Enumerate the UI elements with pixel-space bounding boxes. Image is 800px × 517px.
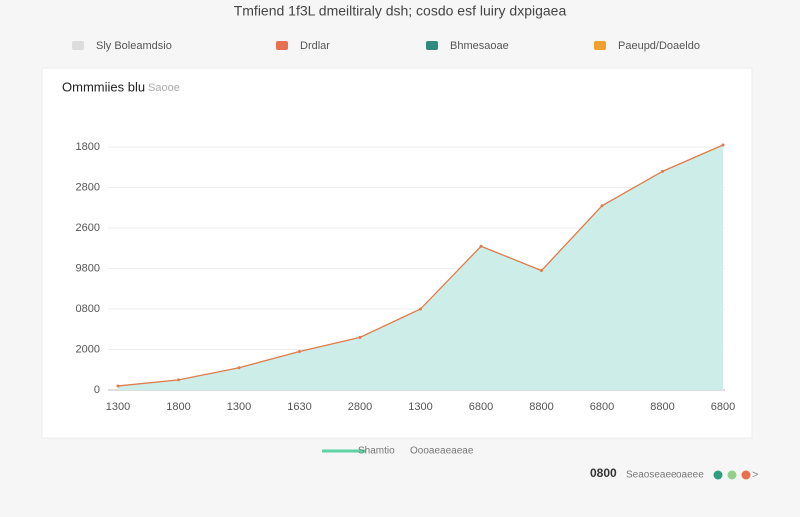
page-title: Tmfiend 1f3L dmeiltiraly dsh; cosdo esf … [234,3,567,19]
point [358,335,362,339]
y-tick-label: 0 [94,384,100,396]
point [721,143,725,147]
y-tick-label: 2000 [76,343,100,355]
x-tick-label: 1300 [106,401,130,413]
x-tick-label: 6800 [711,401,735,413]
legend-label: Bhmesaoae [450,40,509,52]
point [419,307,422,311]
x-tick-label: 1300 [227,401,251,413]
point [661,169,664,173]
y-tick-label: 2800 [76,181,100,193]
card-subtitle: Saooe [148,82,180,94]
legend-swatch [72,41,84,50]
area [118,145,723,390]
status-dot [727,470,737,480]
point [177,378,180,382]
legend-label: Sly Boleamdsio [96,40,172,52]
x-tick-label: 1800 [166,401,190,413]
legend-swatch [426,41,438,50]
footer-value: 0800 [590,466,617,480]
x-tick-label: 8800 [529,401,553,413]
status-dot [713,470,723,480]
footer-label: Seaoseaee [626,470,677,481]
point [116,384,120,388]
y-tick-label: 9800 [76,262,100,274]
point [600,204,604,208]
status-dot [741,470,751,480]
y-tick-label: 2600 [76,222,100,234]
legend-swatch [276,41,288,50]
x-tick-label: 1300 [408,401,432,413]
x-tick-label: 1630 [287,401,311,413]
point [237,366,241,370]
y-tick-label: 0800 [76,303,100,315]
y-tick-label: 1800 [76,141,100,153]
point [479,244,483,248]
legend-label: Shamtio [358,446,395,457]
x-tick-label: 6800 [590,401,614,413]
footer-note: oaeee [676,470,704,481]
x-tick-label: 8800 [650,401,674,413]
point [540,269,543,273]
legend-label: Drdlar [300,40,330,52]
x-tick-label: 6800 [469,401,493,413]
legend-label: Paeupd/Doaeldo [618,40,700,52]
point [298,350,301,354]
legend-swatch [594,41,606,50]
next-arrow[interactable]: > [752,469,758,481]
card-title: Ommmiies blu [62,79,145,94]
legend-extra: Oooaeaeaeae [410,446,474,457]
x-tick-label: 2800 [348,401,372,413]
